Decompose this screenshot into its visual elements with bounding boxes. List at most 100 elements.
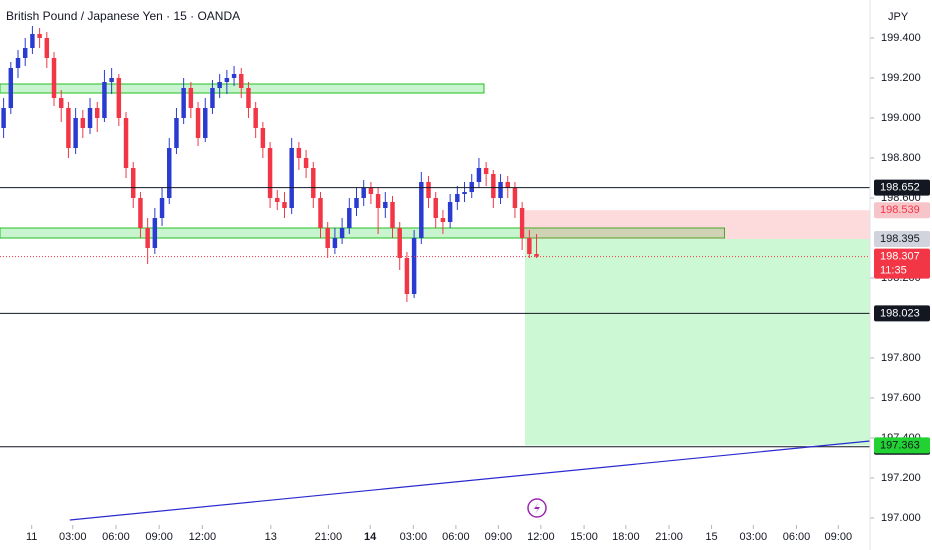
candle-body <box>239 74 244 88</box>
x-tick-label: 03:00 <box>59 531 87 543</box>
x-tick-label: 09:00 <box>825 531 853 543</box>
level-badge-bg <box>874 305 930 322</box>
y-tick-label: 198.800 <box>881 152 921 164</box>
candle-body <box>22 48 28 58</box>
candle-body <box>131 168 136 198</box>
candle-body <box>462 192 467 194</box>
entry-badge-bg <box>874 231 930 247</box>
x-tick-label: 03:00 <box>400 531 428 543</box>
x-tick-label: 03:00 <box>740 531 768 543</box>
candle-body <box>181 88 186 118</box>
candle-body <box>102 82 107 118</box>
y-tick-label: 197.200 <box>881 472 921 484</box>
x-tick-label: 06:00 <box>102 531 130 543</box>
candle-body <box>73 118 78 148</box>
candle-body <box>195 108 201 138</box>
candle-body <box>58 98 64 108</box>
x-tick-label: 06:00 <box>442 531 470 543</box>
x-tick-label: 12:00 <box>189 531 217 543</box>
candle-body <box>80 118 86 128</box>
y-tick-label: 197.800 <box>881 352 921 364</box>
candle-body <box>87 108 93 128</box>
candle-body <box>44 38 50 58</box>
candle-body <box>289 148 294 208</box>
candle-body <box>275 198 280 202</box>
candle-body <box>476 168 482 182</box>
currency-label: JPY <box>888 11 909 23</box>
y-tick-label: 197.600 <box>881 392 921 404</box>
candle-body <box>411 238 417 294</box>
alert-icon-bolt <box>534 502 540 514</box>
candle-body <box>159 198 165 218</box>
chart-title: British Pound / Japanese Yen · 15 · OAND… <box>6 9 240 23</box>
candle-body <box>246 88 251 108</box>
target-zone <box>525 239 870 446</box>
candles-layer <box>1 26 539 302</box>
candle-body <box>8 68 14 108</box>
lines-layer <box>0 0 871 550</box>
entry-badge: 198.395 <box>880 233 920 245</box>
candle-body <box>188 88 194 108</box>
candle-body <box>138 198 143 228</box>
target-badge: 197.363 <box>880 439 920 451</box>
candle-body <box>347 208 352 228</box>
x-tick-label: 13 <box>265 531 277 543</box>
candle-body <box>519 208 525 238</box>
candle-body <box>419 182 424 238</box>
y-tick-label: 199.400 <box>881 32 921 44</box>
x-tick-label: 12:00 <box>527 531 555 543</box>
candle-body <box>534 254 539 257</box>
candle-body <box>447 202 453 222</box>
level-badge: 198.652 <box>880 182 920 194</box>
candle-body <box>339 228 345 238</box>
candle-body <box>311 168 316 198</box>
candle-body <box>368 188 374 194</box>
alert-icon-ring <box>527 498 547 518</box>
candle-body <box>303 158 309 168</box>
candle-body <box>109 78 114 82</box>
candle-body <box>498 182 503 198</box>
sr-zone <box>0 227 726 239</box>
candle-body <box>397 228 402 258</box>
candle-body <box>37 34 42 38</box>
last-price-badge-bg <box>874 248 930 279</box>
candle-body <box>318 198 323 228</box>
candle-body <box>426 182 431 198</box>
stop-badge-bg <box>874 202 930 219</box>
candle-body <box>491 174 496 198</box>
candle-body <box>469 182 474 192</box>
candle-body <box>512 188 518 208</box>
y-tick-label: 199.200 <box>881 72 921 84</box>
candle-body <box>375 194 381 208</box>
candle-body <box>167 148 172 198</box>
x-tick-label: 11 <box>26 531 37 543</box>
x-tick-label: 21:00 <box>655 531 683 543</box>
x-tick-label: 18:00 <box>612 531 640 543</box>
candle-body <box>145 228 150 248</box>
candle-body <box>527 238 532 254</box>
candle-body <box>94 108 100 118</box>
axis-layer: 199.400199.200199.000198.800198.600198.2… <box>26 32 921 543</box>
candle-body <box>505 182 510 188</box>
countdown: 11:35 <box>880 265 907 277</box>
candle-body <box>433 198 438 218</box>
x-tick-label: 06:00 <box>783 531 811 543</box>
candle-body <box>404 258 410 294</box>
x-tick-label: 09:00 <box>145 531 173 543</box>
zones-layer <box>0 83 870 446</box>
target-badge-bg <box>874 437 930 454</box>
alert-icon[interactable] <box>527 498 547 518</box>
level-badge: 198.023 <box>880 307 920 319</box>
x-tick-label: 09:00 <box>485 531 513 543</box>
candle-body <box>231 74 237 78</box>
candle-body <box>354 198 359 208</box>
last-price-badge: 198.307 <box>880 251 920 263</box>
candle-body <box>325 228 330 248</box>
candle-body <box>1 108 6 128</box>
candle-body <box>15 58 21 68</box>
candle-body <box>483 168 489 174</box>
badges-layer: 198.539198.395198.652198.023197.356197.3… <box>874 179 930 455</box>
candle-body <box>296 148 302 158</box>
